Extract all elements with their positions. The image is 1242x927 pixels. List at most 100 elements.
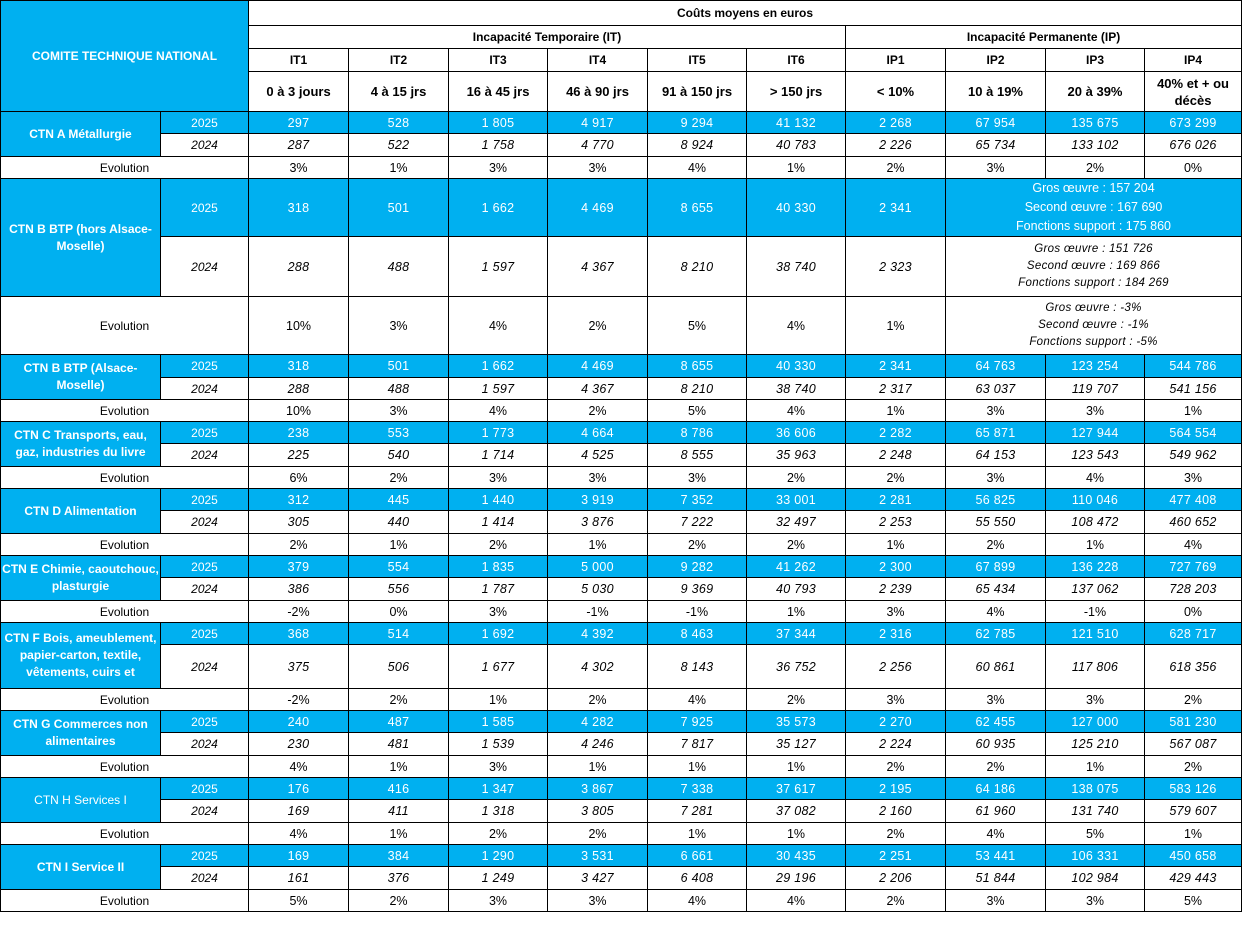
table-corner-title: COMITE TECHNIQUE NATIONAL [0, 0, 250, 112]
year-label: 2025 [159, 844, 250, 867]
value-2025: 7 925 [647, 710, 748, 733]
evolution-value: 1% [746, 755, 847, 778]
column-code: IT4 [547, 48, 649, 72]
ctn-name: CTN B BTP (Alsace-Moselle) [0, 354, 161, 400]
value-2025: 138 075 [1045, 777, 1146, 800]
value-2024: 541 156 [1144, 377, 1242, 400]
value-2024: 2 160 [845, 799, 947, 823]
evolution-label: Evolution [0, 755, 250, 778]
value-2025: 673 299 [1144, 111, 1242, 134]
value-2025: 501 [348, 354, 450, 378]
evolution-value: 2% [1144, 755, 1242, 778]
value-2024: 556 [348, 577, 450, 601]
table-row-2025: CTN E Chimie, caoutchouc, plasturgie 2025… [0, 555, 1242, 601]
evolution-value: 4% [647, 688, 748, 711]
ranges-row: 0 à 3 jours 4 à 15 jrs 16 à 45 jrs 46 à 90 … [1, 71, 1242, 112]
value-2024: 1 318 [448, 799, 549, 823]
evolution-value: 2% [647, 533, 748, 556]
value-2024: 1 758 [448, 133, 549, 157]
value-2024: 3 805 [547, 799, 649, 823]
value-2025: 64 186 [945, 777, 1047, 800]
table-row-2024: 2024 375 506 1 677 4 302 8 143 36 752 2 256 60 8… [0, 644, 1242, 689]
evolution-label: Evolution [0, 533, 250, 556]
table-row-2024: 2024 288 488 1 597 4 367 8 210 38 740 2 317 63 0… [0, 377, 1242, 400]
evolution-value: 3% [348, 399, 450, 422]
value-2025: 135 675 [1045, 111, 1146, 134]
year-label: 2024 [159, 866, 250, 890]
value-2025: 8 786 [647, 421, 748, 444]
ip-split-line: Fonctions support : -5% [1029, 336, 1158, 348]
evolution-value: 3% [845, 600, 947, 623]
value-2025: 4 392 [547, 622, 649, 645]
value-2025: 528 [348, 111, 450, 134]
evolution-label: Evolution [0, 688, 250, 711]
evolution-value: 1% [746, 600, 847, 623]
value-2024: 6 408 [647, 866, 748, 890]
evolution-value: 2% [746, 466, 847, 489]
value-2024: 4 246 [547, 732, 649, 756]
column-range: 10 à 19% [945, 71, 1047, 112]
value-2025: 67 899 [945, 555, 1047, 578]
value-2024: 108 472 [1045, 510, 1146, 534]
value-2024: 61 960 [945, 799, 1047, 823]
value-2024: 2 248 [845, 443, 947, 467]
value-2025: 5 000 [547, 555, 649, 578]
table-row-evolution: Evolution 5% 2% 3% 3% 4% 4% 2% 3% 3% 5% [0, 889, 1242, 912]
ctn-name: CTN E Chimie, caoutchouc, plasturgie [0, 555, 161, 601]
value-2024: 119 707 [1045, 377, 1146, 400]
value-2024: 305 [248, 510, 350, 534]
table-row-2025: CTN A Métallurgie 2025 297 528 1 805 4 917 9 2… [0, 111, 1242, 157]
value-2025: 1 805 [448, 111, 549, 134]
value-2025: 501 [348, 178, 450, 237]
ip-split-2024: Gros œuvre : 151 726 Second œuvre : 169 8… [945, 236, 1242, 297]
evolution-value: -1% [647, 600, 748, 623]
evolution-value: 4% [945, 600, 1047, 623]
column-range: 16 à 45 jrs [448, 71, 549, 112]
evolution-value: 5% [1045, 822, 1146, 845]
value-2024: 4 367 [547, 377, 649, 400]
value-2025: 9 294 [647, 111, 748, 134]
evolution-value: 3% [547, 889, 649, 912]
ip-split-line: Gros œuvre : 151 726 [1034, 243, 1153, 255]
value-2025: 581 230 [1144, 710, 1242, 733]
value-2024: 8 555 [647, 443, 748, 467]
value-2025: 121 510 [1045, 622, 1146, 645]
value-2025: 450 658 [1144, 844, 1242, 867]
value-2024: 225 [248, 443, 350, 467]
evolution-value: 5% [647, 296, 748, 355]
value-2025: 477 408 [1144, 488, 1242, 511]
evolution-value: 1% [845, 296, 947, 355]
value-2024: 8 143 [647, 644, 748, 689]
value-2025: 40 330 [746, 354, 847, 378]
value-2024: 1 539 [448, 732, 549, 756]
value-2024: 137 062 [1045, 577, 1146, 601]
evolution-value: 3% [547, 156, 649, 179]
value-2024: 386 [248, 577, 350, 601]
value-2024: 65 734 [945, 133, 1047, 157]
year-label: 2024 [159, 510, 250, 534]
evolution-value: 10% [248, 399, 350, 422]
table-row-2025: CTN I Service II 2025 169 384 1 290 3 531 6 66… [0, 844, 1242, 890]
evolution-value: -1% [547, 600, 649, 623]
value-2025: 2 300 [845, 555, 947, 578]
value-2024: 64 153 [945, 443, 1047, 467]
value-2024: 2 323 [845, 236, 947, 297]
value-2024: 65 434 [945, 577, 1047, 601]
ctn-name: CTN D Alimentation [0, 488, 161, 534]
value-2025: 62 455 [945, 710, 1047, 733]
value-2024: 7 817 [647, 732, 748, 756]
value-2025: 3 531 [547, 844, 649, 867]
value-2025: 2 195 [845, 777, 947, 800]
ip-split-line: Second œuvre : 169 866 [1026, 260, 1161, 272]
value-2025: 240 [248, 710, 350, 733]
table-row-2024: 2024 287 522 1 758 4 770 8 924 40 783 2 226 65 7… [0, 133, 1242, 157]
evolution-value: 1% [845, 533, 947, 556]
value-2025: 1 773 [448, 421, 549, 444]
value-2024: 169 [248, 799, 350, 823]
group-header-ip: Incapacité Permanente (IP) [845, 25, 1242, 49]
value-2024: 2 239 [845, 577, 947, 601]
value-2025: 30 435 [746, 844, 847, 867]
value-2024: 3 876 [547, 510, 649, 534]
column-code: IT2 [348, 48, 450, 72]
column-code: IP3 [1045, 48, 1146, 72]
